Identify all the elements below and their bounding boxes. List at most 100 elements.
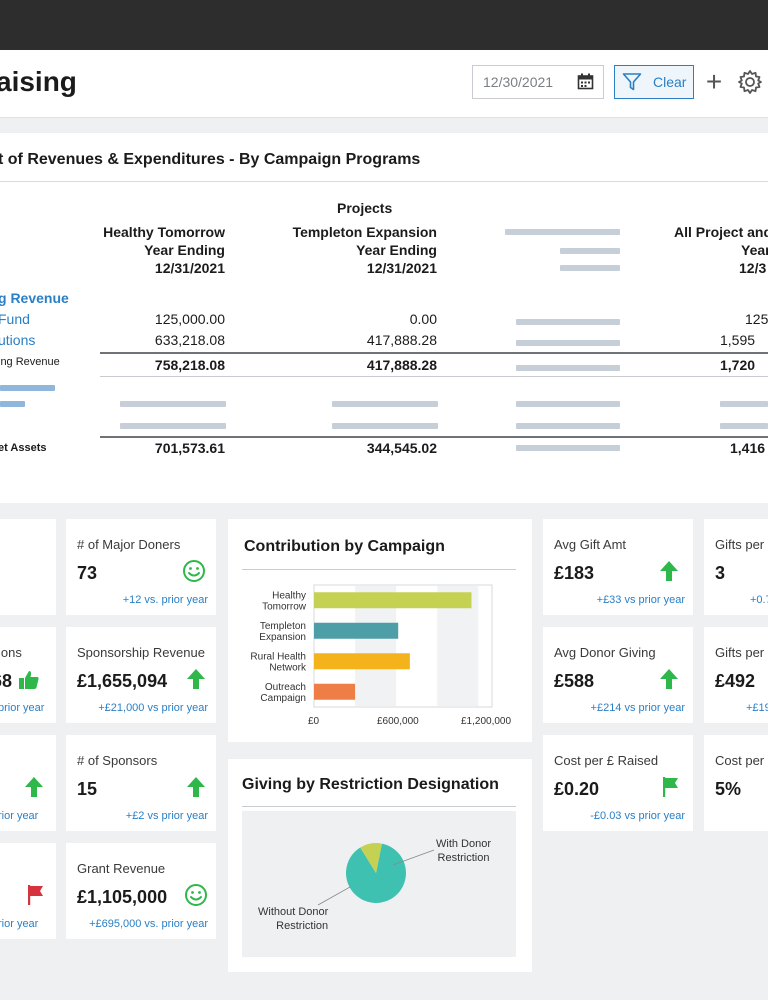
restriction-pie-chart [317, 843, 435, 906]
column-header-line: Healthy Tomorrow [103, 224, 225, 240]
kpi-value: £1,655,094 [77, 671, 168, 691]
kpi-value: £588 [554, 671, 595, 691]
leader-line [392, 849, 435, 866]
row-label-net-assets: et Assets [0, 442, 47, 454]
kpi-value: 68 [0, 671, 13, 691]
kpi-value: 73 [77, 563, 98, 583]
arrow-up-icon [187, 669, 205, 689]
calendar-icon[interactable] [577, 73, 594, 90]
pie-label-without-restriction: Without Donor Restriction [258, 905, 328, 933]
column-header-line: Year Ending [144, 242, 225, 258]
column-header-line: All Project and [674, 224, 768, 240]
pie-label-with-restriction: With Donor Restriction [436, 837, 491, 865]
row-label-total-revenue: ing Revenue [0, 356, 60, 368]
kpi-card-partial[interactable]: rior year [0, 735, 56, 831]
kpi-delta: +£2 vs prior year [125, 810, 208, 822]
kpi-delta: -£0.03 vs prior year [590, 810, 685, 822]
placeholder-bar [516, 445, 620, 451]
pie-label-line: Without Donor [258, 906, 329, 918]
kpi-value: 15 [77, 779, 98, 799]
pie-label-line: Restriction [437, 852, 490, 864]
pie-label-line: With Donor [436, 838, 492, 850]
placeholder-bar [720, 401, 768, 407]
leader-line [317, 886, 351, 906]
kpi-value: £183 [554, 563, 595, 583]
page-header: aising 12/30/2021 Clear + [0, 50, 768, 118]
pie-label-line: Restriction [276, 920, 329, 932]
kpi-label: Cost per [715, 753, 765, 768]
report-title: t of Revenues & Expenditures - By Campai… [0, 151, 421, 168]
kpi-card-major-doners[interactable]: # of Major Doners 73 +12 vs. prior year [66, 519, 216, 615]
column-header-templeton-expansion: Templeton Expansion Year Ending 12/31/20… [293, 223, 437, 277]
widget-divider [242, 806, 516, 807]
kpi-value: £0.20 [554, 779, 600, 799]
kpi-card-grant-revenue[interactable]: Grant Revenue £1,105,000 +£695,000 vs. p… [66, 843, 216, 939]
kpi-card-avg-gift-amt[interactable]: Avg Gift Amt £183 +£33 vs prior year [543, 519, 693, 615]
placeholder-bar [516, 340, 620, 346]
total-divider [100, 352, 768, 354]
placeholder-bar [516, 319, 620, 325]
category-label: Network [269, 662, 307, 673]
report-divider [0, 181, 768, 182]
placeholder-bar [560, 248, 620, 254]
cell-value: 1,416 [730, 440, 766, 456]
kpi-label: # of Sponsors [77, 753, 158, 768]
arrow-up-icon [660, 561, 678, 581]
kpi-delta: +£214 vs prior year [590, 702, 685, 714]
kpi-card-partial[interactable]: ions 68 prior year [0, 627, 56, 723]
kpi-delta: +£19 [746, 702, 768, 714]
kpi-card-avg-donor-giving[interactable]: Avg Donor Giving £588 +£214 vs prior yea… [543, 627, 693, 723]
category-label: Outreach [265, 682, 306, 693]
row-label-contributions[interactable]: utions [0, 332, 36, 348]
kpi-card-partial[interactable]: rior year [0, 843, 56, 939]
kpi-card-cost-per-raised[interactable]: Cost per £ Raised £0.20 -£0.03 vs prior … [543, 735, 693, 831]
add-icon[interactable]: + [705, 66, 723, 97]
kpi-delta: rior year [0, 918, 39, 930]
category-label: Campaign [260, 693, 306, 704]
category-label: Rural Health [250, 651, 306, 662]
kpi-delta: +12 vs. prior year [122, 594, 208, 606]
x-axis-tick-label: £1,200,000 [461, 716, 512, 727]
kpi-card-sponsorship-revenue[interactable]: Sponsorship Revenue £1,655,094 +£21,000 … [66, 627, 216, 723]
pie-slice-with-donor-restriction [360, 843, 382, 873]
kpi-delta: +£33 vs prior year [596, 594, 685, 606]
smiley-icon [183, 560, 205, 582]
arrow-up-icon [25, 777, 43, 797]
arrow-up-icon [187, 777, 205, 797]
pie-slice-without-donor-restriction [346, 843, 406, 903]
row-label-fund[interactable]: Fund [0, 311, 30, 327]
widget-title: Contribution by Campaign [244, 538, 445, 555]
giving-by-restriction-widget: Giving by Restriction Designation With D… [228, 759, 532, 972]
bar-rural-health-network [314, 653, 410, 670]
kpi-label: Cost per £ Raised [554, 753, 659, 768]
cell-value: 1,595 [720, 332, 756, 348]
gear-icon[interactable] [737, 69, 763, 95]
kpi-card-cost-per-partial[interactable]: Cost per 5% [704, 735, 768, 831]
kpi-card-sponsors[interactable]: # of Sponsors 15 +£2 vs prior year [66, 735, 216, 831]
kpi-label: Avg Donor Giving [554, 645, 656, 660]
column-header-line: Year Ending [356, 242, 437, 258]
projects-group-header: Projects [337, 200, 393, 216]
placeholder-bar [0, 385, 55, 391]
category-label: Tomorrow [262, 601, 307, 612]
kpi-delta: +£21,000 vs prior year [98, 702, 208, 714]
top-app-bar [0, 0, 768, 50]
filter-funnel-icon [622, 73, 642, 91]
column-header-line: 12/3 [739, 260, 767, 276]
column-header-line: 12/31/2021 [366, 260, 437, 276]
category-label: Expansion [259, 632, 306, 643]
placeholder-bar [505, 229, 620, 235]
kpi-card-gifts-per-partial[interactable]: Gifts per 3 +0.7 [704, 519, 768, 615]
x-axis-tick-label: £600,000 [377, 716, 419, 727]
kpi-card-gifts-per-partial[interactable]: Gifts per £492 +£19 [704, 627, 768, 723]
kpi-label: # of Major Doners [77, 537, 181, 552]
row-heading-revenue[interactable]: g Revenue [0, 290, 69, 306]
kpi-card-partial[interactable] [0, 519, 56, 615]
clear-filter-button[interactable]: Clear [614, 65, 694, 99]
widget-divider [242, 569, 516, 570]
kpi-value: £1,105,000 [77, 887, 168, 907]
placeholder-bar [516, 365, 620, 371]
bar-templeton-expansion [314, 622, 399, 639]
placeholder-bar [332, 401, 438, 407]
